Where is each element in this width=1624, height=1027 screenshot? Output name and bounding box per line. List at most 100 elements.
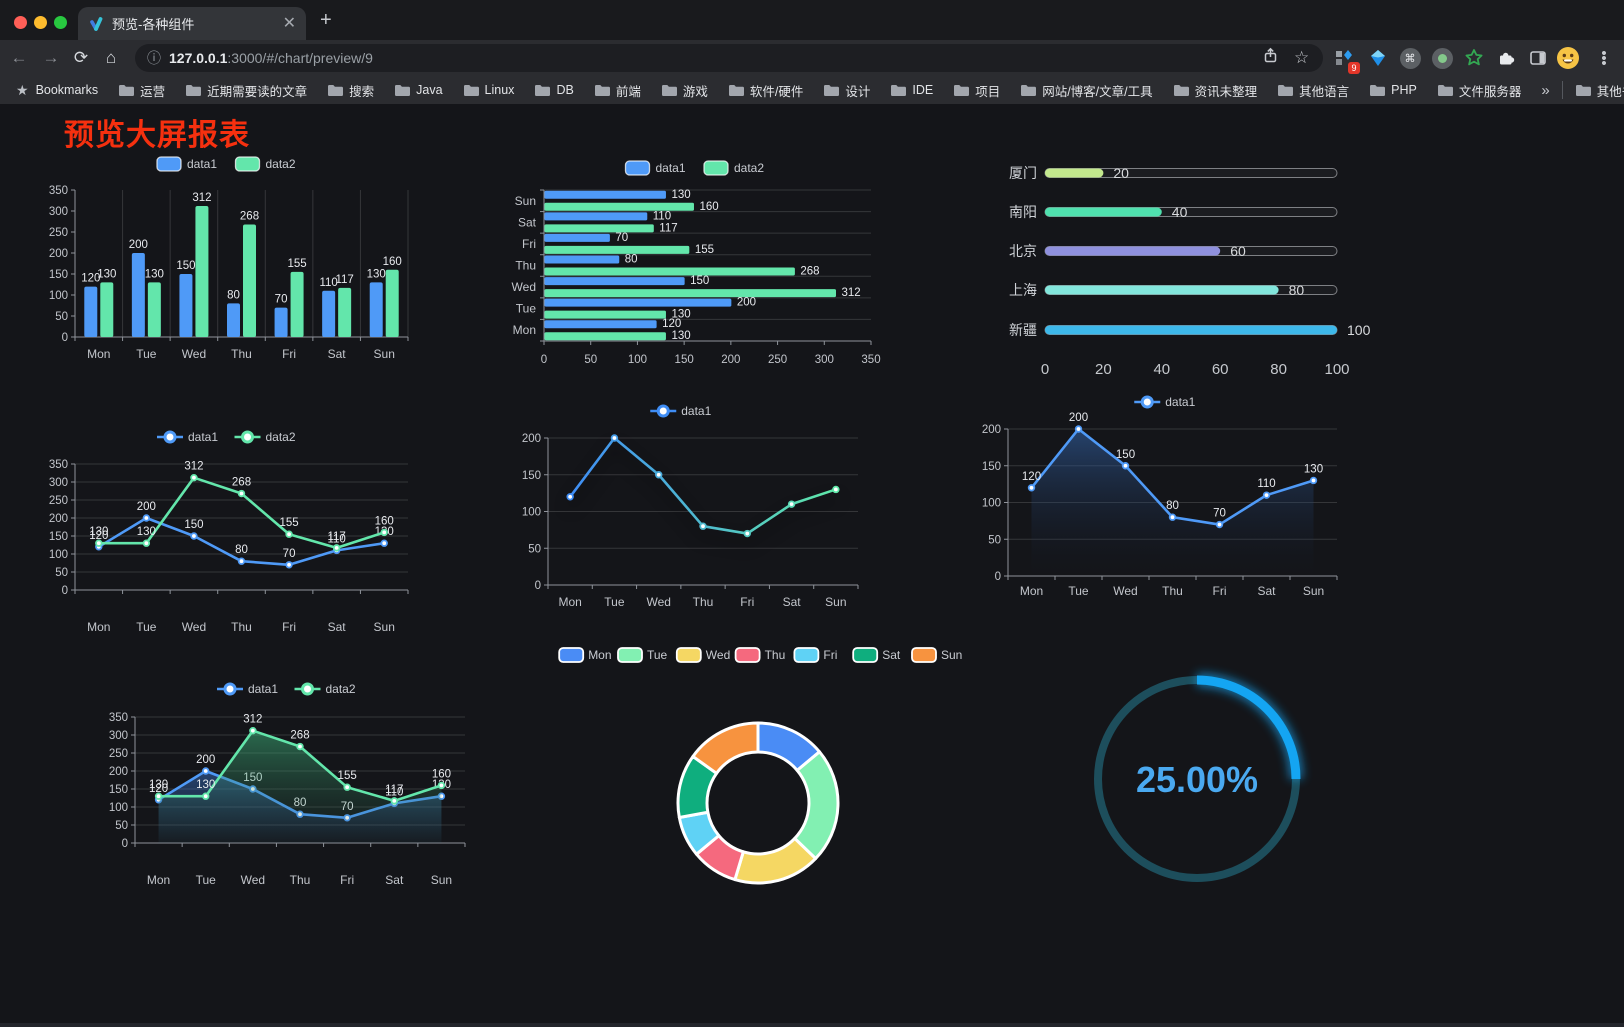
- progress-ring-chart[interactable]: 25.00%: [1086, 669, 1310, 893]
- svg-text:70: 70: [283, 548, 296, 560]
- svg-text:Wed: Wed: [706, 648, 730, 662]
- bookmark-folder-label: 软件/硬件: [749, 84, 804, 99]
- svg-text:160: 160: [375, 515, 394, 527]
- bookmark-folder[interactable]: 运营: [118, 81, 165, 100]
- svg-text:150: 150: [1116, 449, 1135, 461]
- bookmark-folder-label: 项目: [975, 84, 1001, 99]
- grouped-bar-chart[interactable]: 0 50 100 150 200 250 300 350 Mon Tue Wed Thu Fri Sat S…: [40, 150, 415, 364]
- area-line-chart[interactable]: 0 50 100 150 200 Mon Tue Wed Thu Fri Sat Sun 120 200 1…: [982, 390, 1347, 598]
- svg-text:150: 150: [982, 461, 1001, 473]
- home-icon[interactable]: ⌂: [105, 48, 117, 67]
- bookmark-folder[interactable]: Java: [394, 83, 443, 97]
- extensions-puzzle-icon[interactable]: [1494, 46, 1518, 70]
- record-extension-icon[interactable]: [1430, 46, 1454, 70]
- svg-text:data1: data1: [248, 682, 278, 696]
- svg-text:60: 60: [1230, 243, 1246, 259]
- bookmark-folder[interactable]: DB: [534, 83, 574, 97]
- gradient-line-chart[interactable]: 0 50 100 150 200 Mon Tue Wed Thu Fri Sat Sun data1: [498, 400, 866, 609]
- svg-text:Sat: Sat: [385, 873, 404, 887]
- bookmark-folder-label: 资讯未整理: [1194, 84, 1258, 99]
- svg-text:155: 155: [338, 770, 357, 782]
- bookmark-folder[interactable]: 资讯未整理: [1173, 81, 1258, 100]
- bookmarks-right-group: » 其他书签: [1541, 81, 1624, 100]
- maximize-window-button[interactable]: [54, 16, 67, 29]
- svg-text:200: 200: [49, 248, 68, 260]
- bookmarks-overflow-chevron[interactable]: »: [1541, 81, 1550, 99]
- svg-text:155: 155: [695, 244, 714, 256]
- menu-kebab-icon[interactable]: • • •: [1601, 44, 1607, 72]
- forward-icon[interactable]: →: [42, 48, 60, 67]
- svg-text:120: 120: [662, 318, 681, 330]
- address-bar[interactable]: ⓘ 127.0.0.1:3000/#/chart/preview/9: [135, 44, 1323, 72]
- capsule-progress-chart[interactable]: 厦门 20 南阳 40 北京 60 上海 80 新疆 100 0 20 40 60 80 100: [995, 160, 1371, 390]
- svg-text:350: 350: [49, 459, 68, 471]
- url-path: :3000/#/chart/preview/9: [227, 50, 373, 66]
- bookmark-folder[interactable]: 其他语言: [1277, 81, 1349, 100]
- svg-text:Sat: Sat: [783, 595, 802, 609]
- multi-line-chart[interactable]: 0 50 100 150 200 250 300 350 Mon Tue Wed Thu Fri Sat S…: [40, 426, 415, 634]
- svg-text:20: 20: [1113, 165, 1129, 181]
- green-star-extension-icon[interactable]: [1462, 46, 1486, 70]
- svg-text:Sat: Sat: [328, 620, 347, 634]
- minimize-window-button[interactable]: [34, 16, 47, 29]
- bookmark-folder-label: PHP: [1391, 83, 1417, 97]
- svg-text:100: 100: [982, 498, 1001, 510]
- svg-text:Thu: Thu: [231, 347, 252, 361]
- back-icon[interactable]: ←: [10, 48, 28, 67]
- folder-icon: [328, 85, 344, 96]
- page-title: 预览大屏报表: [64, 119, 250, 152]
- bookmarks-bar: ★ Bookmarks 运营 近期需要读的文章 搜索 Java Linux DB 前端 游戏 软…: [0, 76, 1624, 104]
- svg-text:Sun: Sun: [941, 648, 962, 662]
- horizontal-bar-chart[interactable]: 0 50 100 150 200 250 300 350 Sun Sat Fri Thu Wed Tue M…: [500, 156, 892, 368]
- donut-pie-chart[interactable]: Mon Tue Wed Thu Fri Sat Sun: [558, 645, 962, 916]
- folder-icon: [1370, 85, 1386, 96]
- svg-text:150: 150: [49, 269, 68, 281]
- tab-close-icon[interactable]: ✕: [282, 14, 296, 32]
- svg-text:50: 50: [55, 567, 68, 579]
- bookmark-folder[interactable]: 搜索: [327, 81, 374, 100]
- svg-text:268: 268: [232, 477, 251, 489]
- new-tab-button[interactable]: +: [320, 9, 332, 31]
- svg-text:Mon: Mon: [87, 347, 110, 361]
- folder-icon: [824, 85, 840, 96]
- svg-text:南阳: 南阳: [1009, 204, 1037, 220]
- bookmark-folder[interactable]: 软件/硬件: [728, 81, 803, 100]
- bookmark-folder[interactable]: 网站/博客/文章/工具: [1020, 81, 1153, 100]
- diamond-extension-icon[interactable]: [1366, 46, 1390, 70]
- svg-text:data1: data1: [1165, 395, 1195, 409]
- bookmark-folder[interactable]: 文件服务器: [1437, 81, 1521, 100]
- other-bookmarks-folder[interactable]: 其他书签: [1575, 81, 1624, 100]
- bookmark-folder[interactable]: 游戏: [661, 81, 708, 100]
- bookmark-folder[interactable]: 设计: [823, 81, 870, 100]
- bookmark-folder[interactable]: PHP: [1369, 83, 1417, 97]
- close-window-button[interactable]: [14, 16, 27, 29]
- svg-text:北京: 北京: [1009, 243, 1037, 259]
- bookmark-folder-label: 前端: [615, 84, 641, 99]
- bookmark-folder[interactable]: 项目: [953, 81, 1000, 100]
- bookmark-item-bookmarks[interactable]: ★ Bookmarks: [16, 82, 98, 99]
- bookmark-folder[interactable]: 近期需要读的文章: [185, 81, 307, 100]
- share-icon[interactable]: [1262, 47, 1279, 69]
- multi-area-line-chart[interactable]: 0 50 100 150 200 250 300 350 Mon Tue Wed Thu Fri Sat S…: [100, 678, 475, 890]
- bookmark-folder[interactable]: IDE: [890, 83, 933, 97]
- reload-icon[interactable]: ⟳: [73, 48, 89, 67]
- svg-text:150: 150: [176, 260, 195, 272]
- command-extension-icon[interactable]: ⌘: [1398, 46, 1422, 70]
- bookmark-star-icon[interactable]: ☆: [1294, 48, 1310, 67]
- side-panel-icon[interactable]: [1526, 46, 1550, 70]
- svg-text:130: 130: [367, 268, 386, 280]
- svg-text:Tue: Tue: [647, 648, 668, 662]
- svg-text:300: 300: [49, 206, 68, 218]
- svg-text:155: 155: [287, 258, 306, 270]
- bookmark-folder[interactable]: 前端: [594, 81, 641, 100]
- site-favicon-icon: [90, 16, 103, 31]
- bookmark-folder-label: 近期需要读的文章: [207, 84, 308, 99]
- folder-icon: [1021, 85, 1037, 96]
- extension-grid-icon[interactable]: 9: [1332, 46, 1360, 74]
- bookmark-folder[interactable]: Linux: [463, 83, 514, 97]
- profile-avatar[interactable]: [1556, 46, 1580, 70]
- svg-text:70: 70: [615, 232, 628, 244]
- site-info-icon[interactable]: ⓘ: [147, 50, 161, 66]
- browser-tab[interactable]: 预览-各种组件 ✕: [78, 7, 306, 40]
- other-bookmarks-label: 其他书签: [1596, 84, 1624, 99]
